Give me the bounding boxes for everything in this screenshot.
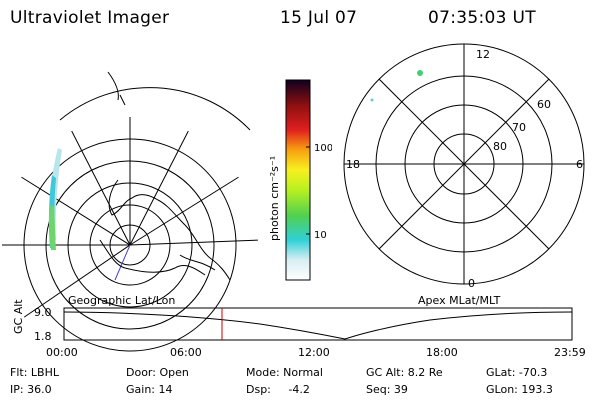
glon-info: GLon: 193.3 [486, 383, 553, 396]
colorbar-tick-100: 100 [314, 143, 332, 154]
alt-xtick-6: 06:00 [170, 346, 202, 359]
dsp-info: Dsp: -4.2 [246, 383, 310, 396]
ip-info: IP: 36.0 [10, 383, 52, 396]
alt-ytick-9: 9.0 [34, 306, 52, 319]
left-map-label: Geographic Lat/Lon [68, 294, 175, 307]
seq-info: Seq: 39 [366, 383, 408, 396]
alt-plot-ylabel: GC Alt [12, 299, 25, 334]
alt-xtick-0: 00:00 [46, 346, 78, 359]
lat-label-80: 80 [493, 140, 507, 153]
alt-xtick-18: 18:00 [426, 346, 458, 359]
filter-info: Flt: LBHL [10, 366, 59, 379]
mlt-label-18: 18 [346, 158, 360, 171]
auroral-emission-band [48, 148, 62, 250]
time-label: 07:35:03 UT [428, 8, 536, 28]
door-info: Door: Open [126, 366, 189, 379]
gcalt-info: GC Alt: 8.2 Re [366, 366, 443, 379]
emission-spot [417, 70, 423, 76]
lat-label-60: 60 [537, 98, 551, 111]
coastline [99, 71, 231, 281]
alt-ytick-1.8: 1.8 [34, 330, 52, 343]
mode-info: Mode: Normal [246, 366, 323, 379]
gain-info: Gain: 14 [126, 383, 173, 396]
alt-xtick-24: 23:59 [554, 346, 586, 359]
instrument-title: Ultraviolet Imager [10, 8, 170, 28]
right-map-label: Apex MLat/MLT [418, 294, 501, 307]
altitude-curve [63, 311, 573, 340]
colorbar-unit: photon cm⁻²s⁻¹ [268, 156, 281, 241]
lat-label-70: 70 [512, 121, 526, 134]
glat-info: GLat: -70.3 [486, 366, 548, 379]
colorbar: 100 10 photon cm⁻²s⁻¹ [268, 79, 332, 281]
colorbar-tick-10: 10 [314, 230, 327, 241]
alt-xtick-12: 12:00 [298, 346, 330, 359]
mlt-label-0: 0 [468, 277, 475, 290]
mlt-label-6: 6 [576, 158, 583, 171]
mlt-label-12: 12 [476, 48, 490, 61]
date-label: 15 Jul 07 [280, 8, 358, 28]
